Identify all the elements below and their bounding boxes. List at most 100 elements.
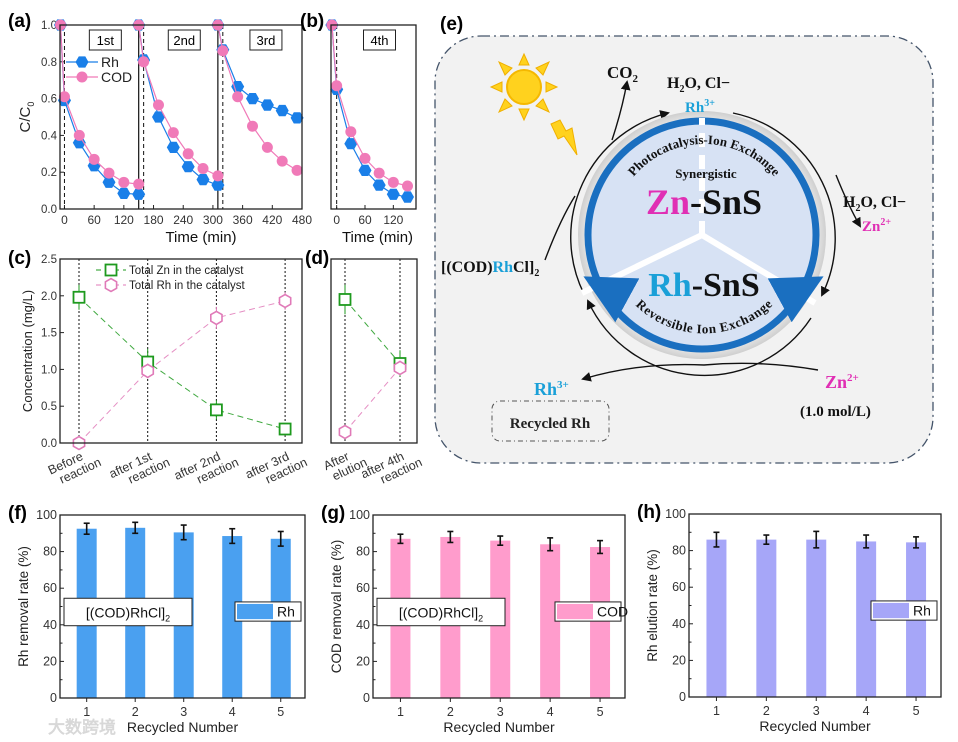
plot-frame-b [330, 24, 417, 210]
panel-label-d: (d) [305, 248, 329, 269]
legend-label-zn: Total Zn in the catalyst [129, 265, 244, 277]
x-tick-label: 120 [383, 213, 403, 227]
x-tick-label: 60 [358, 213, 372, 227]
data-point-cod [359, 152, 371, 164]
y-tick-label: 100 [665, 507, 686, 521]
y-tick-label: 40 [672, 617, 686, 631]
lightning-icon [550, 119, 578, 156]
data-point-cod [197, 163, 209, 175]
x-tick-label: 300 [203, 213, 223, 227]
y-tick-label: 20 [672, 653, 686, 667]
y-tick-label: 0 [50, 691, 57, 705]
x-tick-label: 120 [114, 213, 134, 227]
data-point-rh [181, 161, 195, 173]
chart-b: (b) 0 60 120 Time (min) 4th [300, 11, 417, 246]
y-tick-label: 0.0 [41, 204, 57, 216]
x-tick-label: 3 [180, 705, 187, 719]
annotation-box [376, 597, 506, 627]
x-tick-label: 2 [132, 705, 139, 719]
y-tick-label: 0.0 [41, 438, 57, 450]
y-tick-label: 2.0 [41, 291, 57, 303]
data-point-cod [103, 167, 115, 179]
top-products-label: H2O, Cl− [667, 75, 730, 95]
y-tick-label: 1.5 [41, 328, 57, 340]
y-tick-label: 60 [672, 580, 686, 594]
plot-frame-f [59, 514, 306, 699]
recycled-rh-box [491, 400, 610, 442]
plot-frame-d [330, 258, 418, 444]
legend-label-rh: Rh [101, 54, 119, 70]
y-tick-label: 20 [43, 654, 57, 668]
annotation-label: [(COD)RhCl]2 [399, 604, 483, 623]
x-tick-label: 2 [763, 704, 770, 718]
annotation-label: [(COD)RhCl]2 [86, 604, 170, 623]
data-point-rh [102, 176, 116, 188]
y-axis-label: COD removal rate (%) [329, 540, 344, 674]
legend-marker-cod [76, 71, 88, 83]
data-point-cod [387, 176, 399, 188]
legend-swatch [873, 602, 909, 619]
recycled-rh-label: Recycled Rh [510, 416, 591, 432]
data-point-cod [276, 155, 288, 167]
bar [222, 536, 243, 698]
annotation-sub: 2 [478, 613, 483, 623]
data-point-rh [393, 360, 407, 376]
bar [590, 547, 611, 698]
chart-f: (f) 0 20 40 60 80 100 Rh removal rate (%) 1 2 3 4 5 R… [8, 503, 306, 735]
cycle-label: 3rd [257, 33, 276, 48]
bar [540, 544, 561, 698]
cycle-label: 4th [370, 33, 388, 48]
eluent-zn-ion: Zn2+ [825, 372, 859, 392]
top-rh-ion: Rh3+ [685, 98, 715, 116]
x-tick-label: 360 [233, 213, 253, 227]
x-category-label: after 3rdreaction [243, 443, 309, 493]
x-tick-label: 4 [229, 705, 236, 719]
x-category-label: after 2ndreaction [172, 443, 241, 494]
y-tick-label: 80 [672, 544, 686, 558]
x-tick-label: 5 [597, 705, 604, 719]
data-point-rh [231, 81, 245, 93]
data-point-zn [278, 422, 292, 436]
legend-swatch [557, 603, 593, 620]
data-point-cod [152, 99, 164, 111]
x-tick-label: 5 [913, 704, 920, 718]
bar [856, 541, 877, 697]
plot-frame-a [59, 24, 303, 210]
data-point-rh [132, 188, 146, 200]
data-point-cod [373, 167, 385, 179]
sun-icon [489, 52, 559, 122]
data-point-rh [210, 310, 223, 326]
x-tick-label: 1 [713, 704, 720, 718]
data-point-rh [152, 111, 165, 123]
data-point-cod [217, 45, 229, 57]
data-point-rh [141, 363, 155, 379]
chart-a: (a)0.00.20.40.60.81.0C/C00 60 120 180 240 300… [8, 11, 312, 246]
y-tick-label: 60 [356, 581, 370, 595]
legend-marker-zn [104, 263, 118, 277]
y-tick-label: 1.0 [41, 20, 57, 32]
bar [756, 539, 777, 697]
x-tick-label: 4 [547, 705, 554, 719]
y-axis-label-sub: 0 [26, 102, 36, 107]
data-point-zn [72, 290, 86, 304]
y-tick-label: 0 [679, 690, 686, 704]
x-axis-label: Time (min) [342, 229, 413, 246]
plot-frame-c [59, 258, 303, 444]
co2-label: CO2 [607, 63, 639, 85]
cycle-label-box [88, 29, 122, 51]
panel-label-b: (b) [300, 11, 324, 32]
x-category-label: Beforereaction [46, 443, 104, 489]
data-point-rh [338, 424, 352, 440]
data-point-zn [338, 293, 352, 306]
panel-label-c: (c) [8, 248, 31, 269]
y-tick-label: 2.5 [41, 254, 57, 266]
panel-label-g: (g) [321, 503, 345, 524]
plot-frame-h [688, 513, 942, 698]
y-axis-label: Rh removal rate (%) [16, 546, 31, 667]
x-tick-label: 480 [292, 213, 312, 227]
chart-h: (h) 0 20 40 60 80 100 Rh elution rate (%) 1 2 3 4 5 R… [637, 502, 942, 734]
data-point-cod [261, 141, 273, 153]
y-tick-label: 1.0 [41, 364, 57, 376]
